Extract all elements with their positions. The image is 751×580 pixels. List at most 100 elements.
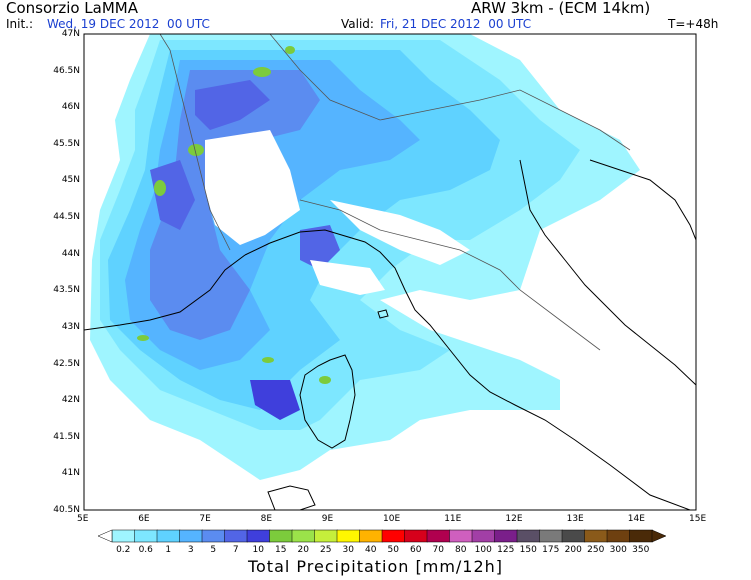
legend-title: Total Precipitation [mm/12h] bbox=[247, 557, 504, 576]
legend-swatch bbox=[359, 529, 383, 543]
model-title: ARW 3km - (ECM 14km) bbox=[471, 0, 651, 17]
lon-tick-label: 5E bbox=[77, 514, 89, 524]
lat-tick-label: 44N bbox=[61, 248, 80, 259]
legend-level-label: 200 bbox=[564, 545, 582, 555]
lon-tick-label: 7E bbox=[199, 514, 211, 524]
legend-level-label: 25 bbox=[320, 545, 332, 555]
precip-very-heavy-patch bbox=[250, 380, 300, 420]
legend-swatch bbox=[606, 529, 631, 543]
lat-tick-label: 46.5N bbox=[53, 65, 80, 76]
dry-area-po-valley bbox=[330, 200, 470, 265]
legend-swatch bbox=[381, 529, 406, 543]
precip-green-spot bbox=[253, 67, 271, 77]
country-border bbox=[159, 34, 231, 251]
lat-tick-label: 41N bbox=[61, 468, 80, 479]
legend-level-label: 3 bbox=[187, 545, 194, 555]
lat-tick-label: 42.5N bbox=[53, 358, 80, 369]
valid-label: Valid: bbox=[341, 17, 374, 31]
lon-tick-label: 13E bbox=[566, 514, 584, 524]
precip-very-heavy-patch bbox=[300, 225, 340, 270]
legend-colorbar bbox=[97, 529, 667, 543]
legend-swatch bbox=[201, 529, 226, 543]
lon-tick-label: 12E bbox=[505, 514, 523, 524]
italy-east-coast bbox=[519, 159, 696, 386]
lat-tick-label: 45N bbox=[61, 175, 80, 186]
legend-level-label: 30 bbox=[342, 545, 354, 555]
legend-level-label: 175 bbox=[542, 545, 560, 555]
init-date: Wed, 19 DEC 2012 00 UTC bbox=[47, 17, 210, 31]
precip-green-spot bbox=[262, 357, 274, 363]
legend-level-label: 70 bbox=[432, 545, 444, 555]
france-coast bbox=[84, 254, 246, 331]
legend-level-label: 0.6 bbox=[138, 545, 153, 555]
organization-title: Consorzio LaMMA bbox=[6, 0, 138, 17]
lon-tick-label: 10E bbox=[383, 514, 401, 524]
precip-green-spot bbox=[188, 144, 204, 156]
lat-tick-label: 43.5N bbox=[53, 285, 80, 296]
precip-green-spot bbox=[137, 335, 149, 341]
lon-tick-label: 14E bbox=[627, 514, 645, 524]
legend-swatch bbox=[291, 529, 316, 543]
lon-tick-label: 9E bbox=[321, 514, 334, 524]
legend-swatch bbox=[156, 529, 181, 543]
legend-level-label: 150 bbox=[519, 545, 537, 555]
legend-swatch bbox=[179, 529, 203, 543]
legend-level-label: 1 bbox=[165, 545, 172, 555]
legend-swatch bbox=[561, 529, 586, 543]
legend-level-label: 250 bbox=[587, 545, 605, 555]
borders bbox=[159, 34, 631, 351]
lat-tick-label: 46N bbox=[61, 102, 80, 113]
legend-level-label: 10 bbox=[252, 545, 264, 555]
legend-level-label: 60 bbox=[410, 545, 422, 555]
legend-level-label: 20 bbox=[297, 545, 309, 555]
legend-level-label: 80 bbox=[455, 545, 467, 555]
country-border bbox=[269, 34, 631, 151]
lon-tick-label: 6E bbox=[138, 514, 150, 524]
legend-level-label: 300 bbox=[609, 545, 627, 555]
legend-swatch bbox=[449, 529, 473, 543]
legend-arrow-right bbox=[651, 529, 667, 543]
legend-swatch bbox=[134, 529, 158, 543]
legend-swatch bbox=[404, 529, 428, 543]
legend-swatch bbox=[494, 529, 518, 543]
lon-tick-label: 8E bbox=[260, 514, 273, 524]
init-label: Init.: bbox=[6, 17, 34, 31]
legend-level-label: 100 bbox=[474, 545, 492, 555]
lat-tick-label: 40.5N bbox=[53, 505, 80, 515]
legend-swatch bbox=[269, 529, 293, 543]
dry-area-tuscany bbox=[310, 260, 385, 295]
legend-swatch bbox=[246, 529, 271, 543]
lat-tick-label: 42N bbox=[61, 395, 80, 406]
legend-swatch bbox=[224, 529, 248, 543]
lead-time: T=+48h bbox=[668, 17, 719, 31]
legend-swatch bbox=[111, 529, 136, 543]
coastlines bbox=[84, 159, 696, 510]
map-frame bbox=[83, 33, 697, 511]
legend-swatch bbox=[539, 529, 563, 543]
precip-heavy bbox=[150, 70, 320, 340]
legend-swatch bbox=[426, 529, 451, 543]
legend-swatch bbox=[471, 529, 496, 543]
region-border bbox=[299, 199, 601, 351]
corsica-coast bbox=[299, 354, 356, 449]
dry-area-piedmont bbox=[205, 130, 300, 245]
lat-tick-label: 47N bbox=[61, 29, 80, 39]
precip-very-heavy-patch bbox=[195, 80, 270, 130]
valid-date: Fri, 21 DEC 2012 00 UTC bbox=[380, 17, 532, 31]
lat-tick-label: 41.5N bbox=[53, 431, 80, 442]
croatia-coast bbox=[589, 159, 696, 241]
lat-tick-label: 45.5N bbox=[53, 138, 80, 149]
precip-very-heavy-patch bbox=[150, 160, 195, 230]
legend-level-label: 40 bbox=[365, 545, 377, 555]
legend-swatch bbox=[584, 529, 608, 543]
legend-swatch bbox=[314, 529, 338, 543]
legend-level-label: 7 bbox=[232, 545, 239, 555]
legend-level-label: 5 bbox=[210, 545, 217, 555]
precip-green-spot bbox=[285, 46, 295, 54]
italy-west-coast bbox=[244, 229, 691, 510]
legend-level-label: 125 bbox=[497, 545, 515, 555]
legend-level-label: 0.2 bbox=[116, 545, 131, 555]
sardinia-coast bbox=[267, 485, 316, 510]
legend-level-label: 50 bbox=[387, 545, 399, 555]
